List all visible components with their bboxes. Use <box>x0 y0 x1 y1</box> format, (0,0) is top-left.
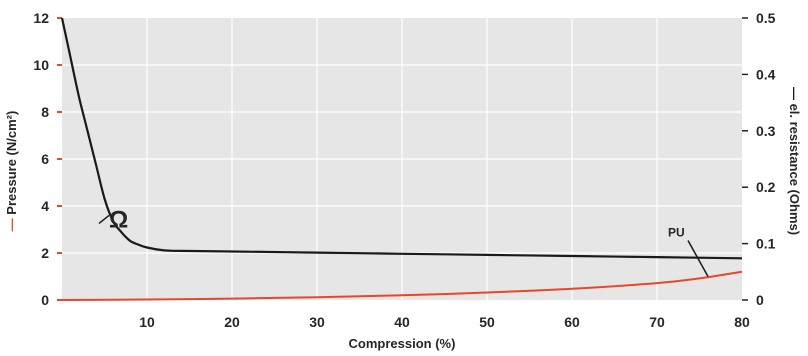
omega-leader-line <box>98 214 110 224</box>
x-tick-label: 30 <box>309 314 325 330</box>
tick-labels: 10 20 30 40 50 60 70 80 0 2 4 6 8 10 12 0 0.1 0.2 0.3 0.4 0.… <box>4 10 802 351</box>
pu-label: PU <box>668 226 685 240</box>
y-right-tick-label: 0.2 <box>756 179 776 195</box>
x-tick-label: 60 <box>564 314 580 330</box>
y-left-tick-label: 2 <box>41 245 49 261</box>
x-tick-label: 40 <box>394 314 410 330</box>
y-right-tick-label: 0.5 <box>756 10 776 26</box>
y-left-axis-title: — Pressure (N/cm²) <box>4 111 19 232</box>
omega-label: Ω <box>109 206 128 233</box>
x-tick-label: 10 <box>139 314 155 330</box>
tick-marks <box>57 17 748 301</box>
y-right-tick-label: 0.1 <box>756 236 776 252</box>
y-left-tick-label: 0 <box>41 292 49 308</box>
pu-leader-line <box>687 240 709 277</box>
series-lines <box>60 17 743 301</box>
y-left-tick-label: 10 <box>33 57 49 73</box>
grid-lines <box>62 18 742 300</box>
resistance-line <box>60 17 743 260</box>
y-right-tick-label: 0 <box>756 292 764 308</box>
x-tick-label: 50 <box>479 314 495 330</box>
x-tick-label: 20 <box>224 314 240 330</box>
y-left-tick-label: 8 <box>41 104 49 120</box>
annotations: Ω PU <box>98 206 709 277</box>
y-right-tick-label: 0.3 <box>756 123 776 139</box>
x-axis-title: Compression (%) <box>349 336 456 351</box>
y-left-tick-label: 4 <box>41 198 49 214</box>
pressure-line <box>61 270 743 301</box>
x-tick-label: 70 <box>649 314 665 330</box>
y-right-axis-title: — el. resistance (Ohms) <box>787 87 802 235</box>
y-left-tick-label: 6 <box>41 151 49 167</box>
x-tick-label: 80 <box>734 314 750 330</box>
y-left-tick-label: 12 <box>33 10 49 26</box>
y-right-tick-label: 0.4 <box>756 66 776 82</box>
